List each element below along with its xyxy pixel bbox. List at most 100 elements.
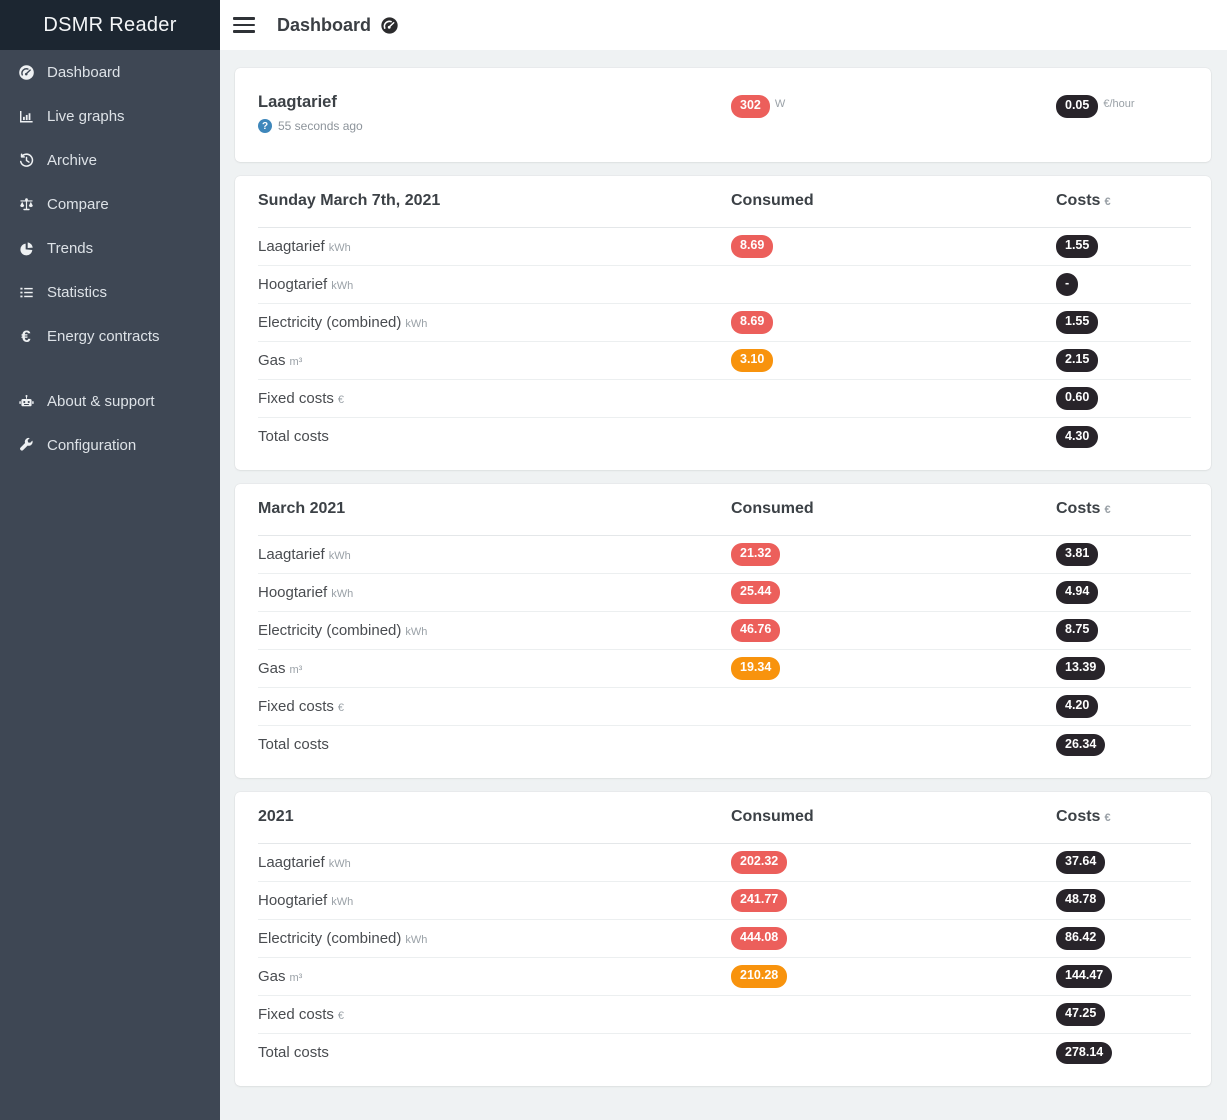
consumed-badge: 210.28 (731, 965, 788, 988)
gauge-icon (13, 64, 39, 81)
costs-cell: 144.47 (1056, 965, 1191, 988)
row-label: Laagtarief (258, 853, 325, 871)
sidebar-item-configuration[interactable]: Configuration (0, 423, 220, 467)
consumed-cell: 8.69 (731, 235, 1056, 258)
costs-column-header: Costs € (1056, 192, 1111, 209)
table-row-laagtarief: Laagtarief kWh 8.69 1.55 (258, 228, 1191, 266)
costs-badge: 0.60 (1056, 387, 1099, 410)
table-row-total-costs: Total costs 278.14 (258, 1034, 1191, 1072)
row-label: Fixed costs (258, 697, 334, 715)
row-label-cell: Fixed costs € (258, 1006, 731, 1024)
costs-cell: 0.60 (1056, 387, 1191, 410)
costs-cell: 1.55 (1056, 311, 1191, 334)
row-label: Electricity (combined) (258, 313, 402, 331)
summary-table-march-2021: March 2021 Consumed Costs € Laagtarief kWh 21.… (235, 484, 1211, 778)
row-unit: € (337, 701, 344, 714)
consumed-badge: 46.76 (731, 619, 781, 642)
row-unit: € (337, 393, 344, 406)
live-usage-card: Laagtarief ? 55 seconds ago 302 W 0.05 €… (235, 68, 1211, 162)
row-label-cell: Electricity (combined) kWh (258, 314, 731, 332)
row-unit: kWh (328, 241, 351, 254)
costs-badge: 1.55 (1056, 235, 1099, 258)
costs-cell: 2.15 (1056, 349, 1191, 372)
row-label-cell: Hoogtarief kWh (258, 584, 731, 602)
table-header-row: Sunday March 7th, 2021 Consumed Costs € (258, 192, 1191, 228)
wrench-icon (13, 437, 39, 454)
sidebar-item-live-graphs[interactable]: Live graphs (0, 94, 220, 138)
live-usage-title: Laagtarief (258, 93, 337, 111)
row-label-cell: Total costs (258, 428, 731, 446)
sidebar-item-dashboard[interactable]: Dashboard (0, 50, 220, 94)
sidebar-item-compare[interactable]: Compare (0, 182, 220, 226)
bar-chart-icon (13, 108, 39, 125)
sidebar-item-label: Configuration (47, 436, 137, 454)
consumed-cell: 46.76 (731, 619, 1056, 642)
costs-badge: 2.15 (1056, 349, 1099, 372)
sidebar-item-label: Energy contracts (47, 327, 160, 345)
history-icon (13, 152, 39, 169)
sidebar-item-label: Dashboard (47, 63, 121, 81)
consumed-badge: 21.32 (731, 543, 781, 566)
costs-badge: 37.64 (1056, 851, 1106, 874)
consumed-cell: 210.28 (731, 965, 1056, 988)
row-label: Hoogtarief (258, 275, 328, 293)
main-content: Laagtarief ? 55 seconds ago 302 W 0.05 €… (220, 50, 1227, 1120)
sidebar-item-energy-contracts[interactable]: € Energy contracts (0, 314, 220, 358)
help-icon[interactable]: ? (258, 119, 272, 133)
costs-column-header: Costs € (1056, 808, 1111, 825)
consumed-cell: 202.32 (731, 851, 1056, 874)
live-usage-updated: ? 55 seconds ago (258, 119, 731, 133)
page-title: Dashboard (277, 15, 399, 36)
costs-cell: 8.75 (1056, 619, 1191, 642)
live-costs-unit: €/hour (1103, 98, 1135, 110)
sidebar: DSMR Reader Dashboard Live graphs Archive C… (0, 0, 220, 1120)
row-label: Gas (258, 351, 286, 369)
live-consumed-cell: 302 W (731, 93, 1056, 162)
costs-badge: - (1056, 273, 1079, 296)
table-row-hoogtarief: Hoogtarief kWh - (258, 266, 1191, 304)
menu-toggle-icon[interactable] (233, 17, 255, 33)
row-label-cell: Gas m³ (258, 660, 731, 678)
consumed-cell: 19.34 (731, 657, 1056, 680)
sidebar-item-about-support[interactable]: About & support (0, 379, 220, 423)
row-unit: kWh (331, 587, 354, 600)
costs-cell: - (1056, 273, 1191, 296)
app-title: DSMR Reader (0, 0, 220, 50)
row-label: Electricity (combined) (258, 929, 402, 947)
table-header-row: 2021 Consumed Costs € (258, 808, 1191, 844)
costs-currency-unit: € (1104, 196, 1111, 208)
costs-cell: 4.20 (1056, 695, 1191, 718)
costs-cell: 48.78 (1056, 889, 1191, 912)
sidebar-item-label: Trends (47, 239, 94, 257)
table-row-laagtarief: Laagtarief kWh 202.32 37.64 (258, 844, 1191, 882)
updated-ago-label: 55 seconds ago (278, 119, 363, 133)
sidebar-item-statistics[interactable]: Statistics (0, 270, 220, 314)
row-label-cell: Total costs (258, 1044, 731, 1062)
sidebar-item-trends[interactable]: Trends (0, 226, 220, 270)
consumed-badge: 241.77 (731, 889, 788, 912)
sidebar-item-archive[interactable]: Archive (0, 138, 220, 182)
topbar: Dashboard (220, 0, 1227, 50)
costs-cell: 4.94 (1056, 581, 1191, 604)
costs-badge: 4.20 (1056, 695, 1099, 718)
costs-badge: 26.34 (1056, 733, 1106, 757)
consumed-badge: 25.44 (731, 581, 781, 604)
costs-cell: 278.14 (1056, 1041, 1191, 1065)
sidebar-item-label: Archive (47, 151, 98, 169)
costs-badge: 278.14 (1056, 1041, 1113, 1065)
costs-badge: 4.94 (1056, 581, 1099, 604)
costs-cell: 4.30 (1056, 425, 1191, 449)
row-label-cell: Laagtarief kWh (258, 238, 731, 256)
costs-cell: 86.42 (1056, 927, 1191, 950)
consumed-cell: 3.10 (731, 349, 1056, 372)
costs-cell: 26.34 (1056, 733, 1191, 757)
list-icon (13, 284, 39, 301)
row-label-cell: Total costs (258, 736, 731, 754)
row-label-cell: Laagtarief kWh (258, 546, 731, 564)
consumed-cell: 241.77 (731, 889, 1056, 912)
table-title: 2021 (258, 808, 294, 825)
euro-icon: € (21, 326, 31, 346)
consumed-cell: 21.32 (731, 543, 1056, 566)
costs-cell: 1.55 (1056, 235, 1191, 258)
consumed-badge: 3.10 (731, 349, 774, 372)
